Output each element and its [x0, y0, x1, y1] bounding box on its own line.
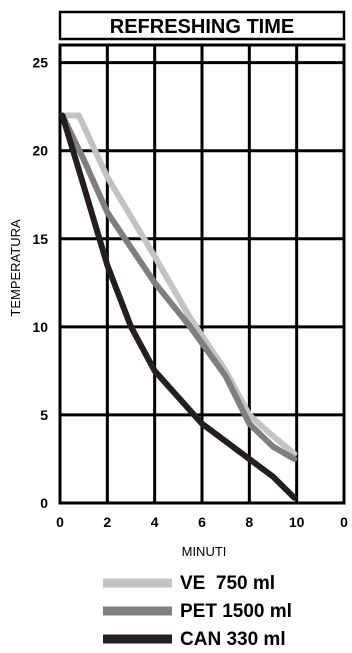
series-line-2 [59, 112, 298, 462]
x-tick-label: 2 [103, 514, 111, 530]
legend-label: VE 750 ml [180, 573, 275, 594]
legend-label: CAN 330 ml [180, 629, 286, 650]
x-tick-label: 4 [151, 514, 159, 530]
x-tick-label: 0 [340, 514, 348, 530]
x-axis-label: MINUTI [182, 544, 227, 559]
x-tick-label: 8 [245, 514, 253, 530]
y-tick-label: 15 [32, 231, 48, 247]
x-tick-labels: 0 2 4 6 8 10 0 [56, 514, 348, 530]
y-tick-labels: 0 5 10 15 20 25 [32, 55, 48, 511]
x-tick-label: 10 [289, 514, 305, 530]
series-group [59, 112, 298, 501]
x-tick-label: 0 [56, 514, 64, 530]
title-box [58, 10, 346, 41]
y-tick-label: 25 [32, 55, 48, 71]
x-tick-label: 6 [198, 514, 206, 530]
y-tick-label: 10 [32, 319, 48, 335]
y-tick-label: 20 [32, 143, 48, 159]
y-tick-label: 0 [40, 495, 48, 511]
series-line-3 [59, 112, 298, 501]
y-axis-label: TEMPERATURA [8, 219, 23, 317]
legend: VE 750 ml PET 1500 ml CAN 330 ml [103, 573, 292, 650]
chart-title: REFRESHING TIME [110, 16, 294, 38]
y-tick-label: 5 [40, 407, 48, 423]
legend-label: PET 1500 ml [180, 601, 292, 622]
series-line-1 [59, 112, 298, 457]
